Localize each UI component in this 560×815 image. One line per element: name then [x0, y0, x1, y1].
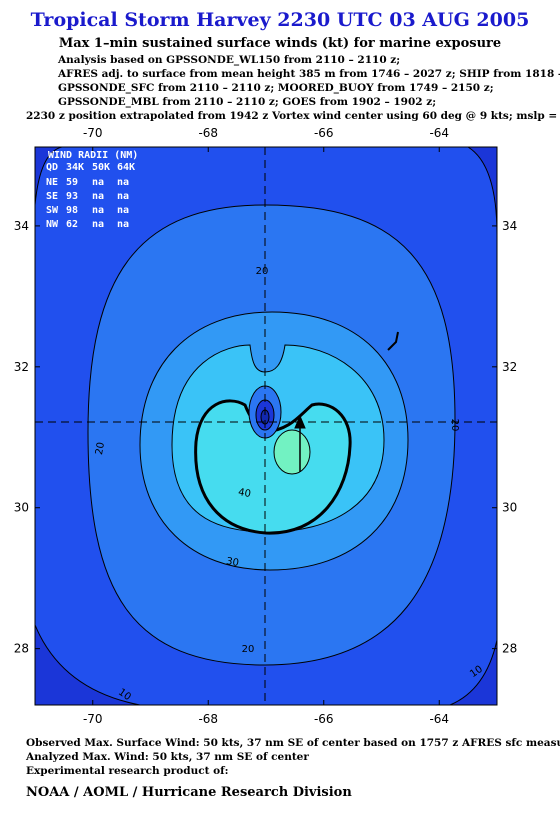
info-line: AFRES adj. to surface from mean height 3…: [57, 68, 560, 80]
contour-label: 30: [225, 556, 239, 569]
contour-label: 20: [242, 644, 255, 655]
wind-radii-cell: na: [92, 191, 104, 202]
wind-radii-header: QD: [46, 162, 58, 173]
footer-line: Observed Max. Surface Wind: 50 kts, 37 n…: [26, 737, 560, 749]
footer-org: NOAA / AOML / Hurricane Research Divisio…: [26, 785, 352, 800]
x-tick-label: -70: [83, 712, 103, 726]
info-line: GPSSONDE_MBL from 2110 – 2110 z; GOES fr…: [58, 96, 436, 109]
wind-radii-cell: na: [92, 205, 104, 216]
info-line: GPSSONDE_SFC from 2110 – 2110 z; MOORED_…: [58, 82, 494, 95]
wind-radii-cell: 59: [66, 177, 78, 188]
wind-radii-cell: NE: [46, 177, 58, 188]
x-tick-label: -70: [83, 126, 103, 140]
x-tick-label: -64: [429, 712, 449, 726]
wind-radii-header: 50K: [92, 162, 110, 173]
x-tick-label: -64: [429, 126, 449, 140]
y-tick-label: 28: [502, 642, 517, 656]
map-frame: [34, 146, 498, 706]
x-tick-label: -66: [314, 126, 334, 140]
y-tick-label: 32: [14, 360, 29, 374]
wind-radii-cell: na: [92, 177, 104, 188]
title: Tropical Storm Harvey 2230 UTC 03 AUG 20…: [31, 9, 530, 31]
wind-radii-cell: SW: [46, 205, 59, 216]
wind-radii-cell: na: [117, 205, 129, 216]
wind-radii-cell: na: [117, 219, 129, 230]
wind-radii-cell: 98: [66, 205, 78, 216]
info-line: 2230 z position extrapolated from 1942 z…: [26, 110, 560, 122]
footer-line: Analyzed Max. Wind: 50 kts, 37 nm SE of …: [25, 751, 309, 763]
x-tick-label: -68: [198, 712, 218, 726]
y-tick-label: 28: [14, 642, 29, 656]
contour-label: 20: [256, 266, 269, 277]
footer-line: Experimental research product of:: [26, 765, 229, 777]
wind-radii-title: WIND RADII (NM): [48, 150, 138, 161]
wind-radii-cell: NW: [46, 219, 59, 230]
y-tick-label: 32: [502, 360, 517, 374]
wind-radii-cell: 93: [66, 191, 78, 202]
wind-radii-cell: na: [92, 219, 104, 230]
x-tick-label: -66: [314, 712, 334, 726]
contour-label: 20: [94, 441, 107, 455]
wind-field: [35, 147, 497, 705]
wind-radii-cell: SE: [46, 191, 58, 202]
wind-radii-header: 64K: [117, 162, 135, 173]
contour-label: 20: [449, 419, 460, 432]
contour-label: 40: [237, 487, 251, 500]
info-line: Analysis based on GPSSONDE_WL150 from 21…: [57, 54, 400, 67]
y-tick-label: 30: [14, 501, 29, 515]
wind-radii-header: 34K: [66, 162, 84, 173]
subtitle: Max 1–min sustained surface winds (kt) f…: [59, 36, 501, 51]
wind-radii-cell: na: [117, 177, 129, 188]
wind-radii-cell: na: [117, 191, 129, 202]
y-tick-label: 30: [502, 501, 517, 515]
wind-radii-cell: 62: [66, 219, 78, 230]
y-tick-label: 34: [502, 219, 517, 233]
y-tick-label: 34: [14, 219, 29, 233]
x-tick-label: -68: [198, 126, 218, 140]
